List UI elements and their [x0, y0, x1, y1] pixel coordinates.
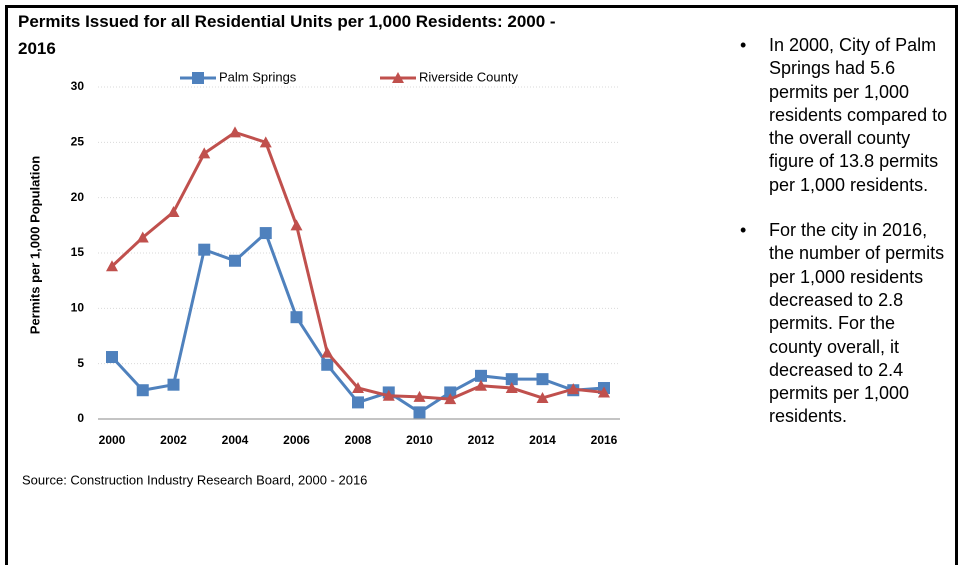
- marker: [536, 391, 549, 403]
- marker: [136, 384, 149, 397]
- legend-label: Riverside County: [419, 69, 518, 84]
- marker: [106, 351, 118, 364]
- marker: [167, 206, 180, 218]
- source-note: Source: Construction Industry Research B…: [22, 472, 367, 487]
- frame: [5, 5, 958, 565]
- y-tick-label: 0: [77, 411, 84, 425]
- y-tick-label: 20: [71, 190, 85, 204]
- x-tick-label: 2016: [591, 433, 618, 447]
- marker: [259, 136, 272, 148]
- legend-label: Palm Springs: [219, 69, 297, 84]
- x-tick-label: 2010: [406, 433, 433, 447]
- marker: [536, 373, 549, 386]
- marker: [413, 406, 426, 419]
- bullet-list: In 2000, City of Palm Springs had 5.6 pe…: [740, 34, 950, 451]
- marker: [290, 311, 303, 324]
- x-tick-label: 2014: [529, 433, 556, 447]
- chart-title: Permits Issued for all Residential Units…: [18, 12, 556, 58]
- x-tick-label: 2000: [99, 433, 126, 447]
- bullet-item: For the city in 2016, the number of perm…: [740, 219, 950, 429]
- marker: [444, 386, 457, 399]
- marker: [229, 126, 241, 138]
- chart: Permits Issued for all Residential Units…: [18, 12, 620, 487]
- legend-marker: [192, 72, 204, 84]
- marker: [198, 147, 211, 159]
- marker: [167, 378, 180, 391]
- x-tick-label: 2004: [222, 433, 249, 447]
- legend-marker: [392, 72, 404, 83]
- marker: [229, 254, 241, 267]
- marker: [352, 382, 364, 394]
- y-tick-label: 10: [71, 301, 85, 315]
- series-line: [110, 130, 605, 401]
- y-tick-label: 5: [77, 356, 84, 370]
- x-tick-label: 2006: [283, 433, 310, 447]
- marker: [505, 373, 518, 386]
- x-tick-label: 2012: [468, 433, 495, 447]
- marker: [321, 346, 334, 358]
- x-tick-label: 2008: [345, 433, 372, 447]
- marker: [198, 243, 211, 256]
- marker: [598, 386, 610, 398]
- marker: [259, 227, 272, 240]
- title-box: Permits Issued for all Residential Units…: [18, 12, 556, 58]
- x-tick-label: 2002: [160, 433, 187, 447]
- marker: [413, 390, 426, 402]
- y-tick-label: 15: [71, 245, 85, 259]
- marker: [567, 383, 580, 395]
- marker: [321, 358, 334, 371]
- y-axis-label: Permits per 1,000 Population: [27, 156, 42, 335]
- marker: [505, 382, 518, 394]
- bullet-item: In 2000, City of Palm Springs had 5.6 pe…: [740, 34, 950, 197]
- marker: [106, 260, 118, 272]
- marker: [475, 369, 487, 382]
- marker: [444, 393, 457, 405]
- marker: [290, 219, 303, 231]
- y-tick-label: 30: [71, 79, 85, 93]
- marker: [136, 231, 149, 243]
- marker: [352, 396, 364, 409]
- y-tick-label: 25: [71, 135, 85, 149]
- marker: [382, 389, 395, 401]
- marker: [475, 379, 487, 391]
